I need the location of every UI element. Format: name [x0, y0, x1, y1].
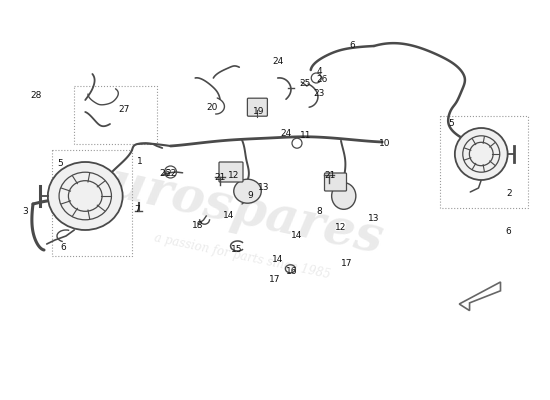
Ellipse shape — [234, 179, 261, 203]
Text: 6: 6 — [506, 228, 512, 236]
Text: 19: 19 — [253, 108, 264, 116]
Text: 1: 1 — [138, 158, 143, 166]
Text: 27: 27 — [118, 106, 129, 114]
Text: 26: 26 — [160, 170, 170, 178]
Text: 13: 13 — [258, 184, 270, 192]
FancyBboxPatch shape — [248, 98, 267, 116]
Text: 24: 24 — [280, 130, 292, 138]
Text: eurospares: eurospares — [74, 152, 388, 264]
Text: 15: 15 — [231, 246, 242, 254]
Text: 9: 9 — [248, 192, 253, 200]
FancyBboxPatch shape — [219, 162, 243, 182]
Text: 5: 5 — [448, 120, 454, 128]
Text: 2: 2 — [506, 190, 512, 198]
Text: a passion for parts since 1985: a passion for parts since 1985 — [153, 231, 331, 281]
Text: 14: 14 — [292, 232, 302, 240]
FancyBboxPatch shape — [324, 173, 346, 191]
Text: 17: 17 — [341, 260, 352, 268]
Text: 12: 12 — [336, 224, 346, 232]
Ellipse shape — [455, 128, 508, 180]
Text: 4: 4 — [316, 68, 322, 76]
Text: 25: 25 — [300, 80, 311, 88]
Ellipse shape — [332, 183, 356, 209]
Text: 7: 7 — [135, 206, 140, 214]
Ellipse shape — [48, 162, 123, 230]
Text: 14: 14 — [272, 256, 283, 264]
Text: 26: 26 — [316, 76, 327, 84]
Text: 21: 21 — [324, 172, 336, 180]
Text: 14: 14 — [223, 212, 234, 220]
Text: 10: 10 — [379, 140, 390, 148]
Text: 6: 6 — [349, 42, 355, 50]
Text: 23: 23 — [314, 90, 324, 98]
Text: 8: 8 — [316, 208, 322, 216]
Text: 3: 3 — [22, 208, 28, 216]
Text: 24: 24 — [272, 58, 283, 66]
Bar — [52, 150, 132, 256]
Text: 20: 20 — [206, 104, 217, 112]
Text: 6: 6 — [60, 244, 66, 252]
Text: 11: 11 — [300, 132, 311, 140]
Text: 21: 21 — [214, 174, 225, 182]
Text: 28: 28 — [30, 92, 41, 100]
Text: 22: 22 — [165, 170, 176, 178]
Text: 13: 13 — [368, 214, 379, 222]
Text: 16: 16 — [286, 268, 297, 276]
Text: 17: 17 — [270, 276, 280, 284]
Text: 5: 5 — [58, 160, 63, 168]
Text: 18: 18 — [192, 222, 204, 230]
Bar — [74, 86, 157, 144]
Text: 12: 12 — [228, 172, 239, 180]
Bar — [440, 116, 528, 208]
